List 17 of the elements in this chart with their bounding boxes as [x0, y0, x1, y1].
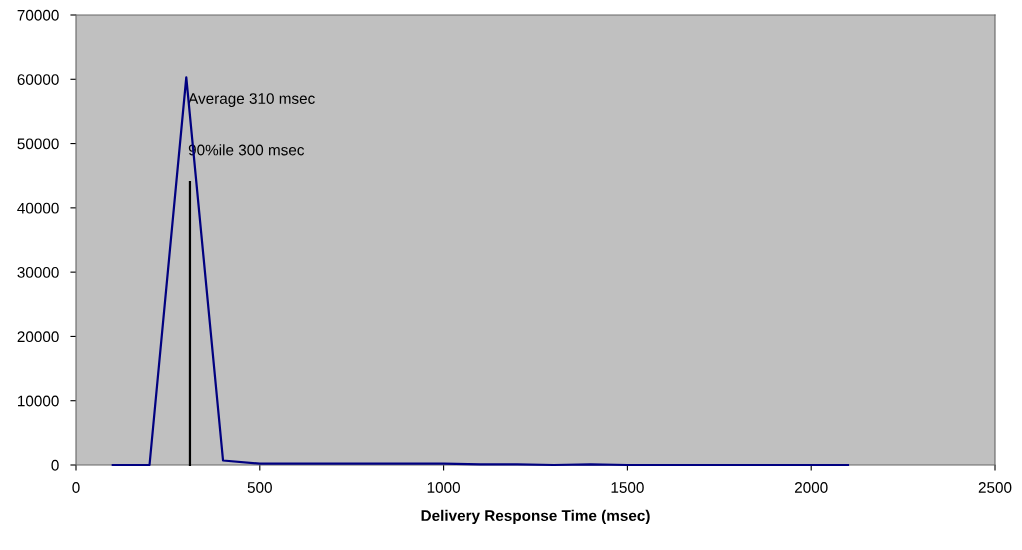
x-tick-label: 1500 — [611, 482, 644, 493]
y-tick-label: 40000 — [17, 202, 59, 214]
x-tick-label: 2500 — [978, 482, 1012, 493]
x-tick-label: 500 — [247, 482, 272, 493]
y-tick-label: 50000 — [17, 138, 59, 150]
x-tick-label: 2000 — [794, 482, 828, 493]
y-tick-label: 20000 — [17, 331, 59, 343]
x-tick-label: 1000 — [427, 482, 460, 493]
y-tick-label: 0 — [51, 459, 59, 471]
y-tick-label: 30000 — [17, 267, 59, 278]
x-axis-title: Delivery Response Time (msec) — [421, 509, 650, 525]
y-tick-label: 70000 — [17, 9, 59, 21]
x-tick-label: 0 — [72, 482, 80, 493]
annotation: Average 310 msec — [188, 93, 315, 107]
y-tick-label: 10000 — [18, 395, 59, 407]
line-series — [111, 76, 850, 467]
y-tick-label: 60000 — [17, 74, 59, 85]
